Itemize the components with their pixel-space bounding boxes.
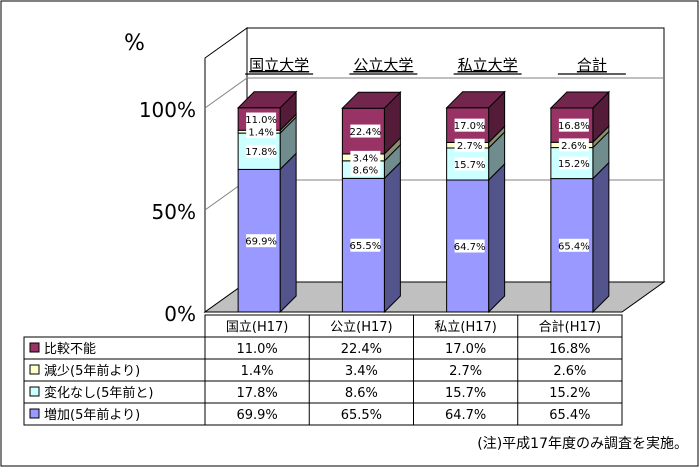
- value-label-bg: [454, 157, 485, 171]
- value-label-bg: [350, 124, 381, 138]
- value-label-bg: [246, 125, 277, 139]
- bar-segment-1: [341, 161, 401, 314]
- table-cell: 64.7%: [445, 408, 486, 423]
- value-label-bg: [454, 239, 485, 253]
- value-label: 15.7%: [454, 160, 486, 171]
- category-label: 国立大学: [249, 56, 309, 74]
- legend-swatch: [29, 342, 40, 353]
- table-cell: 15.7%: [445, 386, 486, 401]
- y-tick-label: 100%: [139, 98, 196, 122]
- bar-segment-1: [237, 152, 297, 314]
- table-cell: 15.2%: [549, 386, 590, 401]
- legend-swatch: [29, 386, 40, 397]
- value-label: 22.4%: [349, 127, 381, 138]
- value-label-bg: [454, 118, 485, 132]
- value-label: 2.7%: [457, 141, 482, 152]
- bar-segment-4: [341, 90, 402, 156]
- footnote: (注)平成17年度のみ調査を実施。: [477, 436, 688, 452]
- value-label-bg: [350, 163, 381, 177]
- bar-top: [341, 91, 402, 109]
- value-label: 3.4%: [353, 153, 378, 164]
- table-cell: 22.4%: [341, 342, 382, 357]
- value-label: 17.8%: [245, 147, 277, 158]
- bar-side: [279, 152, 297, 314]
- value-label-bg: [558, 156, 589, 170]
- value-label: 11.0%: [245, 115, 277, 126]
- value-label: 65.5%: [349, 241, 381, 252]
- gridline: [204, 77, 664, 109]
- value-label-bg: [246, 112, 277, 126]
- value-label-bg: [558, 238, 589, 252]
- value-label-bg: [558, 138, 589, 152]
- table-row-label: 減少(5年前より): [44, 363, 140, 379]
- table-cell: 69.9%: [236, 408, 277, 423]
- value-label: 2.6%: [561, 141, 586, 152]
- value-label: 64.7%: [454, 242, 486, 253]
- table-cell: 1.4%: [241, 364, 274, 379]
- bar-top: [549, 91, 611, 109]
- legend-swatch: [29, 364, 40, 375]
- table-cell: 17.0%: [445, 342, 486, 357]
- table-cell: 11.0%: [236, 342, 277, 357]
- value-label: 16.8%: [558, 121, 590, 132]
- bar-top: [445, 91, 506, 109]
- value-label: 65.4%: [558, 241, 590, 252]
- bar-side: [592, 161, 610, 314]
- table-cell: 8.6%: [345, 386, 378, 401]
- table-cell: 16.8%: [549, 342, 590, 357]
- bar-side: [383, 161, 401, 314]
- value-label: 15.2%: [558, 159, 590, 170]
- y-tick-label: 50%: [152, 200, 196, 224]
- table-row-label: 比較不能: [44, 342, 96, 357]
- value-label-bg: [246, 234, 277, 248]
- value-label-bg: [350, 238, 381, 252]
- table-row-label: 増加(5年前より): [44, 407, 140, 423]
- value-label: 8.6%: [353, 166, 378, 177]
- table-cell: 3.4%: [345, 364, 378, 379]
- table-header-cell: 国立(H17): [226, 320, 288, 335]
- table-cell: 65.4%: [549, 408, 590, 423]
- value-label-bg: [246, 144, 277, 158]
- table-cell: 65.5%: [341, 408, 382, 423]
- y-tick-label: 0%: [164, 302, 196, 326]
- y-unit-label: %: [124, 31, 145, 56]
- bar-segment-4: [445, 90, 506, 144]
- value-label: 1.4%: [248, 128, 273, 139]
- bar-segment-4: [549, 90, 611, 144]
- table-header-cell: 公立(H17): [330, 320, 392, 335]
- value-label-bg: [454, 138, 485, 152]
- bar-segment-1: [550, 161, 610, 314]
- category-label: 合計: [577, 56, 607, 74]
- category-label: 私立大学: [458, 56, 518, 74]
- table-header-cell: 合計(H17): [539, 319, 601, 335]
- value-label: 17.0%: [454, 121, 486, 132]
- value-label-bg: [350, 150, 381, 164]
- value-label: 69.9%: [245, 237, 277, 248]
- table-cell: 17.8%: [236, 386, 277, 401]
- table-header-cell: 私立(H17): [434, 320, 496, 335]
- bar-segment-1: [446, 162, 506, 314]
- bar-top: [236, 91, 298, 109]
- table-cell: 2.7%: [449, 364, 482, 379]
- category-label: 公立大学: [353, 56, 413, 74]
- legend-swatch: [29, 408, 40, 419]
- bar-side: [488, 162, 506, 314]
- table-cell: 2.6%: [553, 364, 586, 379]
- table-row-label: 変化なし(5年前と): [44, 385, 153, 401]
- value-label-bg: [558, 118, 589, 132]
